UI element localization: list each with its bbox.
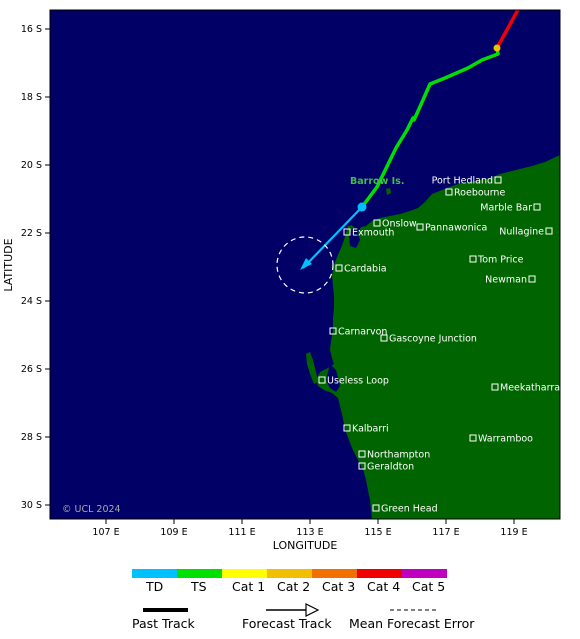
legend-category-label: TD [146, 579, 164, 594]
place-label: Northampton [367, 450, 430, 461]
place-label: Carnarvon [338, 327, 387, 338]
place-marker [335, 264, 343, 272]
axis-ticks: 107 E 109 E 111 E 113 E 115 E 117 E 119 E 16 S 1… [21, 24, 528, 538]
place-marker [329, 327, 337, 335]
x-tick-label: 115 E [364, 527, 391, 538]
place-marker [416, 223, 424, 231]
place-label: Green Head [381, 504, 438, 515]
place-label: Roebourne [454, 188, 505, 199]
mean-forecast-error-circle [276, 236, 334, 294]
forecast-track-legend-arrow [305, 603, 320, 617]
legend-category-label: Cat 1 [232, 579, 266, 594]
exmouth-gulf [349, 228, 360, 248]
place-marker [533, 203, 541, 211]
y-tick-label: 28 S [21, 432, 42, 443]
legend-swatch [402, 569, 447, 578]
y-tick-label: 26 S [21, 364, 42, 375]
place-label: Meekatharra [500, 383, 560, 394]
legend-swatch [357, 569, 402, 578]
forecast-arrowhead [300, 258, 312, 270]
place-marker [528, 275, 536, 283]
place-label: Kalbarri [352, 424, 389, 435]
legend-category-label: Cat 4 [367, 579, 401, 594]
y-tick-label: 22 S [21, 228, 42, 239]
place-label: Onslow [382, 219, 417, 230]
shark-bay-inlet [326, 364, 340, 392]
place-label: Useless Loop [327, 376, 389, 387]
x-tick-label: 113 E [296, 527, 323, 538]
x-tick-label: 109 E [160, 527, 187, 538]
copyright-text: © UCL 2024 [62, 504, 121, 515]
legend-swatch [177, 569, 222, 578]
past-track-ts [360, 47, 500, 209]
legend-swatch [312, 569, 357, 578]
place-marker [373, 219, 381, 227]
legend-swatch [132, 569, 177, 578]
forecast-track [302, 206, 363, 269]
y-axis-label: LATITUDE [2, 238, 15, 291]
legend-category-label: Cat 5 [412, 579, 446, 594]
dirk-hartog-island [306, 352, 318, 384]
place-label: Port Hedland [432, 176, 493, 187]
y-tick-label: 18 S [21, 92, 42, 103]
x-tick-label: 119 E [500, 527, 527, 538]
place-label: Cardabia [344, 264, 387, 275]
y-tick-label: 16 S [21, 24, 42, 35]
place-marker [469, 434, 477, 442]
place-marker [372, 504, 380, 512]
current-position-marker [357, 202, 367, 212]
plot-frame [49, 9, 561, 520]
barrow-island [386, 188, 391, 195]
past-track-cat4 [495, 10, 520, 49]
place-label: Pannawonica [425, 223, 487, 234]
x-axis-label: LONGITUDE [273, 539, 338, 552]
legend-category-label: TS [191, 579, 207, 594]
legend-category-label: Cat 2 [277, 579, 311, 594]
place-marker [358, 450, 366, 458]
place-marker [343, 424, 351, 432]
y-tick-label: 20 S [21, 160, 42, 171]
place-marker [545, 227, 553, 235]
place-label: Exmouth [352, 228, 394, 239]
y-tick-label: 24 S [21, 296, 42, 307]
x-tick-label: 111 E [228, 527, 255, 538]
place-marker [343, 228, 351, 236]
place-label: Nullagine [499, 227, 544, 238]
place-label: Newman [485, 275, 527, 286]
place-marker [445, 188, 453, 196]
place-marker [469, 255, 477, 263]
track-marker-cat1 [493, 44, 501, 52]
place-marker [358, 462, 366, 470]
x-tick-label: 107 E [92, 527, 119, 538]
land-western-australia [316, 155, 560, 519]
mean-error-legend-label: Mean Forecast Error [349, 616, 475, 631]
place-marker [494, 176, 502, 184]
place-marker [318, 376, 326, 384]
forecast-track-legend-label: Forecast Track [242, 616, 332, 631]
place-label: Geraldton [367, 462, 414, 473]
place-marker [380, 334, 388, 342]
legend-category-label: Cat 3 [322, 579, 356, 594]
place-marker [491, 383, 499, 391]
past-track-legend-label: Past Track [132, 616, 195, 631]
place-label: Gascoyne Junction [389, 334, 477, 345]
place-label: Marble Bar [480, 203, 532, 214]
y-tick-label: 30 S [21, 500, 42, 511]
place-label: Tom Price [477, 255, 524, 266]
legend-swatch [267, 569, 312, 578]
x-tick-label: 117 E [432, 527, 459, 538]
legend-swatch [222, 569, 267, 578]
place-label: Warramboo [478, 434, 533, 445]
barrow-island-label: Barrow Is. [350, 176, 404, 187]
